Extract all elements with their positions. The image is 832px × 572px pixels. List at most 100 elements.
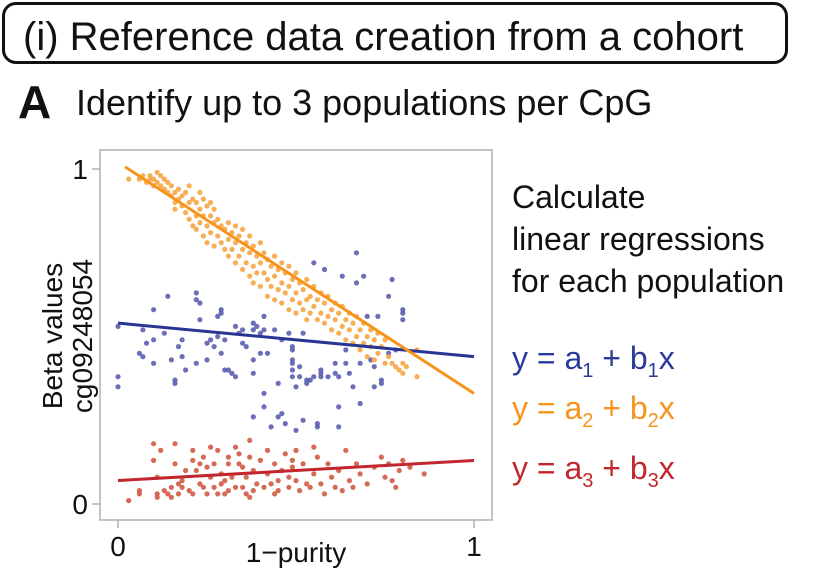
- population-1-point: [250, 357, 256, 363]
- population-1-point: [193, 290, 199, 296]
- eq1-suffix: x: [658, 340, 675, 376]
- population-2-point: [400, 370, 406, 376]
- population-2-point: [254, 270, 260, 276]
- population-1-point: [297, 374, 303, 380]
- population-1-point: [371, 364, 377, 370]
- population-1-point: [222, 367, 228, 373]
- y-tick-label: 1: [72, 154, 88, 185]
- population-3-point: [332, 484, 338, 490]
- population-3-point: [204, 491, 210, 497]
- population-2-point: [318, 310, 324, 316]
- population-3-point: [229, 474, 235, 480]
- population-2-point: [307, 310, 313, 316]
- population-1-point: [197, 300, 203, 306]
- population-3-point: [307, 484, 313, 490]
- population-1-point: [240, 327, 246, 333]
- population-1-point: [318, 367, 324, 373]
- population-3-point: [161, 488, 167, 494]
- population-3-point: [264, 447, 271, 453]
- population-3-point: [165, 491, 171, 497]
- eq3-suffix: x: [658, 450, 675, 486]
- population-3-point: [179, 478, 185, 484]
- population-1-point: [204, 340, 210, 346]
- population-3-point: [158, 447, 164, 453]
- population-2-point: [186, 216, 192, 222]
- population-1-point: [250, 414, 256, 420]
- population-2-point: [403, 364, 409, 370]
- population-2-point: [364, 333, 370, 340]
- side-line-1: Calculate: [512, 179, 646, 215]
- population-1-point: [264, 350, 271, 356]
- population-2-point: [375, 350, 381, 356]
- population-2-point: [193, 199, 199, 206]
- population-2-point: [357, 327, 363, 333]
- population-1-point: [286, 330, 292, 336]
- population-1-point: [257, 350, 263, 356]
- regression-lines-layer: [117, 165, 475, 483]
- population-2-point: [200, 233, 206, 239]
- population-2-point: [286, 307, 292, 313]
- population-3-point: [190, 447, 196, 453]
- population-2-point: [321, 320, 328, 326]
- population-1-point: [364, 313, 370, 319]
- population-1-point: [261, 313, 267, 319]
- population-2-point: [183, 210, 189, 216]
- population-3-point: [300, 461, 306, 467]
- population-3-point: [215, 491, 221, 497]
- population-2-point: [151, 176, 157, 182]
- population-2-point: [393, 364, 399, 370]
- population-2-point: [279, 280, 285, 286]
- population-2-point: [329, 327, 335, 333]
- population-2-point: [336, 330, 342, 336]
- population-3-point: [250, 488, 256, 494]
- population-3-point: [225, 488, 231, 494]
- population-2-point: [293, 310, 299, 316]
- population-2-point: [314, 297, 320, 303]
- population-1-point: [136, 350, 142, 356]
- population-2-point: [289, 297, 295, 303]
- population-2-point: [165, 179, 171, 185]
- section-header-box: (i) Reference data creation from a cohor…: [2, 2, 788, 64]
- population-1-point: [389, 276, 395, 283]
- population-2-point: [154, 169, 160, 175]
- population-1-point: [115, 374, 121, 380]
- population-3-point: [200, 484, 206, 490]
- eq3-sub-a: 3: [582, 470, 594, 492]
- population-2-point: [197, 220, 203, 226]
- population-1-point: [307, 377, 313, 383]
- eq2-sub-a: 2: [582, 410, 594, 432]
- population-2-point: [208, 230, 214, 236]
- population-1-point: [300, 330, 306, 336]
- population-3-point: [389, 478, 395, 484]
- eq3-sub-b: 3: [647, 470, 659, 492]
- population-1-point: [115, 323, 121, 329]
- population-2-point: [186, 183, 192, 189]
- population-2-point: [232, 240, 239, 246]
- population-2-point: [272, 253, 278, 259]
- population-2-point: [321, 300, 328, 306]
- population-3-point: [172, 441, 178, 447]
- population-2-point: [311, 303, 317, 309]
- population-3-point: [378, 454, 384, 460]
- population-1-point: [336, 404, 342, 410]
- population-2-point: [225, 253, 231, 259]
- population-3-point: [321, 491, 328, 497]
- population-2-point: [158, 183, 164, 189]
- population-3-point: [179, 484, 185, 490]
- population-3-point: [311, 444, 317, 450]
- population-1-point: [378, 380, 384, 386]
- population-3-point: [168, 484, 174, 490]
- eq2-mid: + b: [593, 390, 648, 426]
- population-1-point: [275, 380, 281, 386]
- population-3-point: [261, 484, 267, 490]
- population-2-point: [215, 216, 221, 222]
- population-3-point: [314, 454, 320, 460]
- population-1-point: [165, 293, 171, 299]
- population-2-point: [172, 206, 178, 212]
- population-3-point: [293, 447, 299, 453]
- population-2-point: [247, 250, 253, 256]
- population-1-point: [357, 400, 363, 407]
- population-1-point: [179, 337, 185, 343]
- x-tick-label: 0: [110, 531, 126, 562]
- population-3-point: [172, 461, 178, 467]
